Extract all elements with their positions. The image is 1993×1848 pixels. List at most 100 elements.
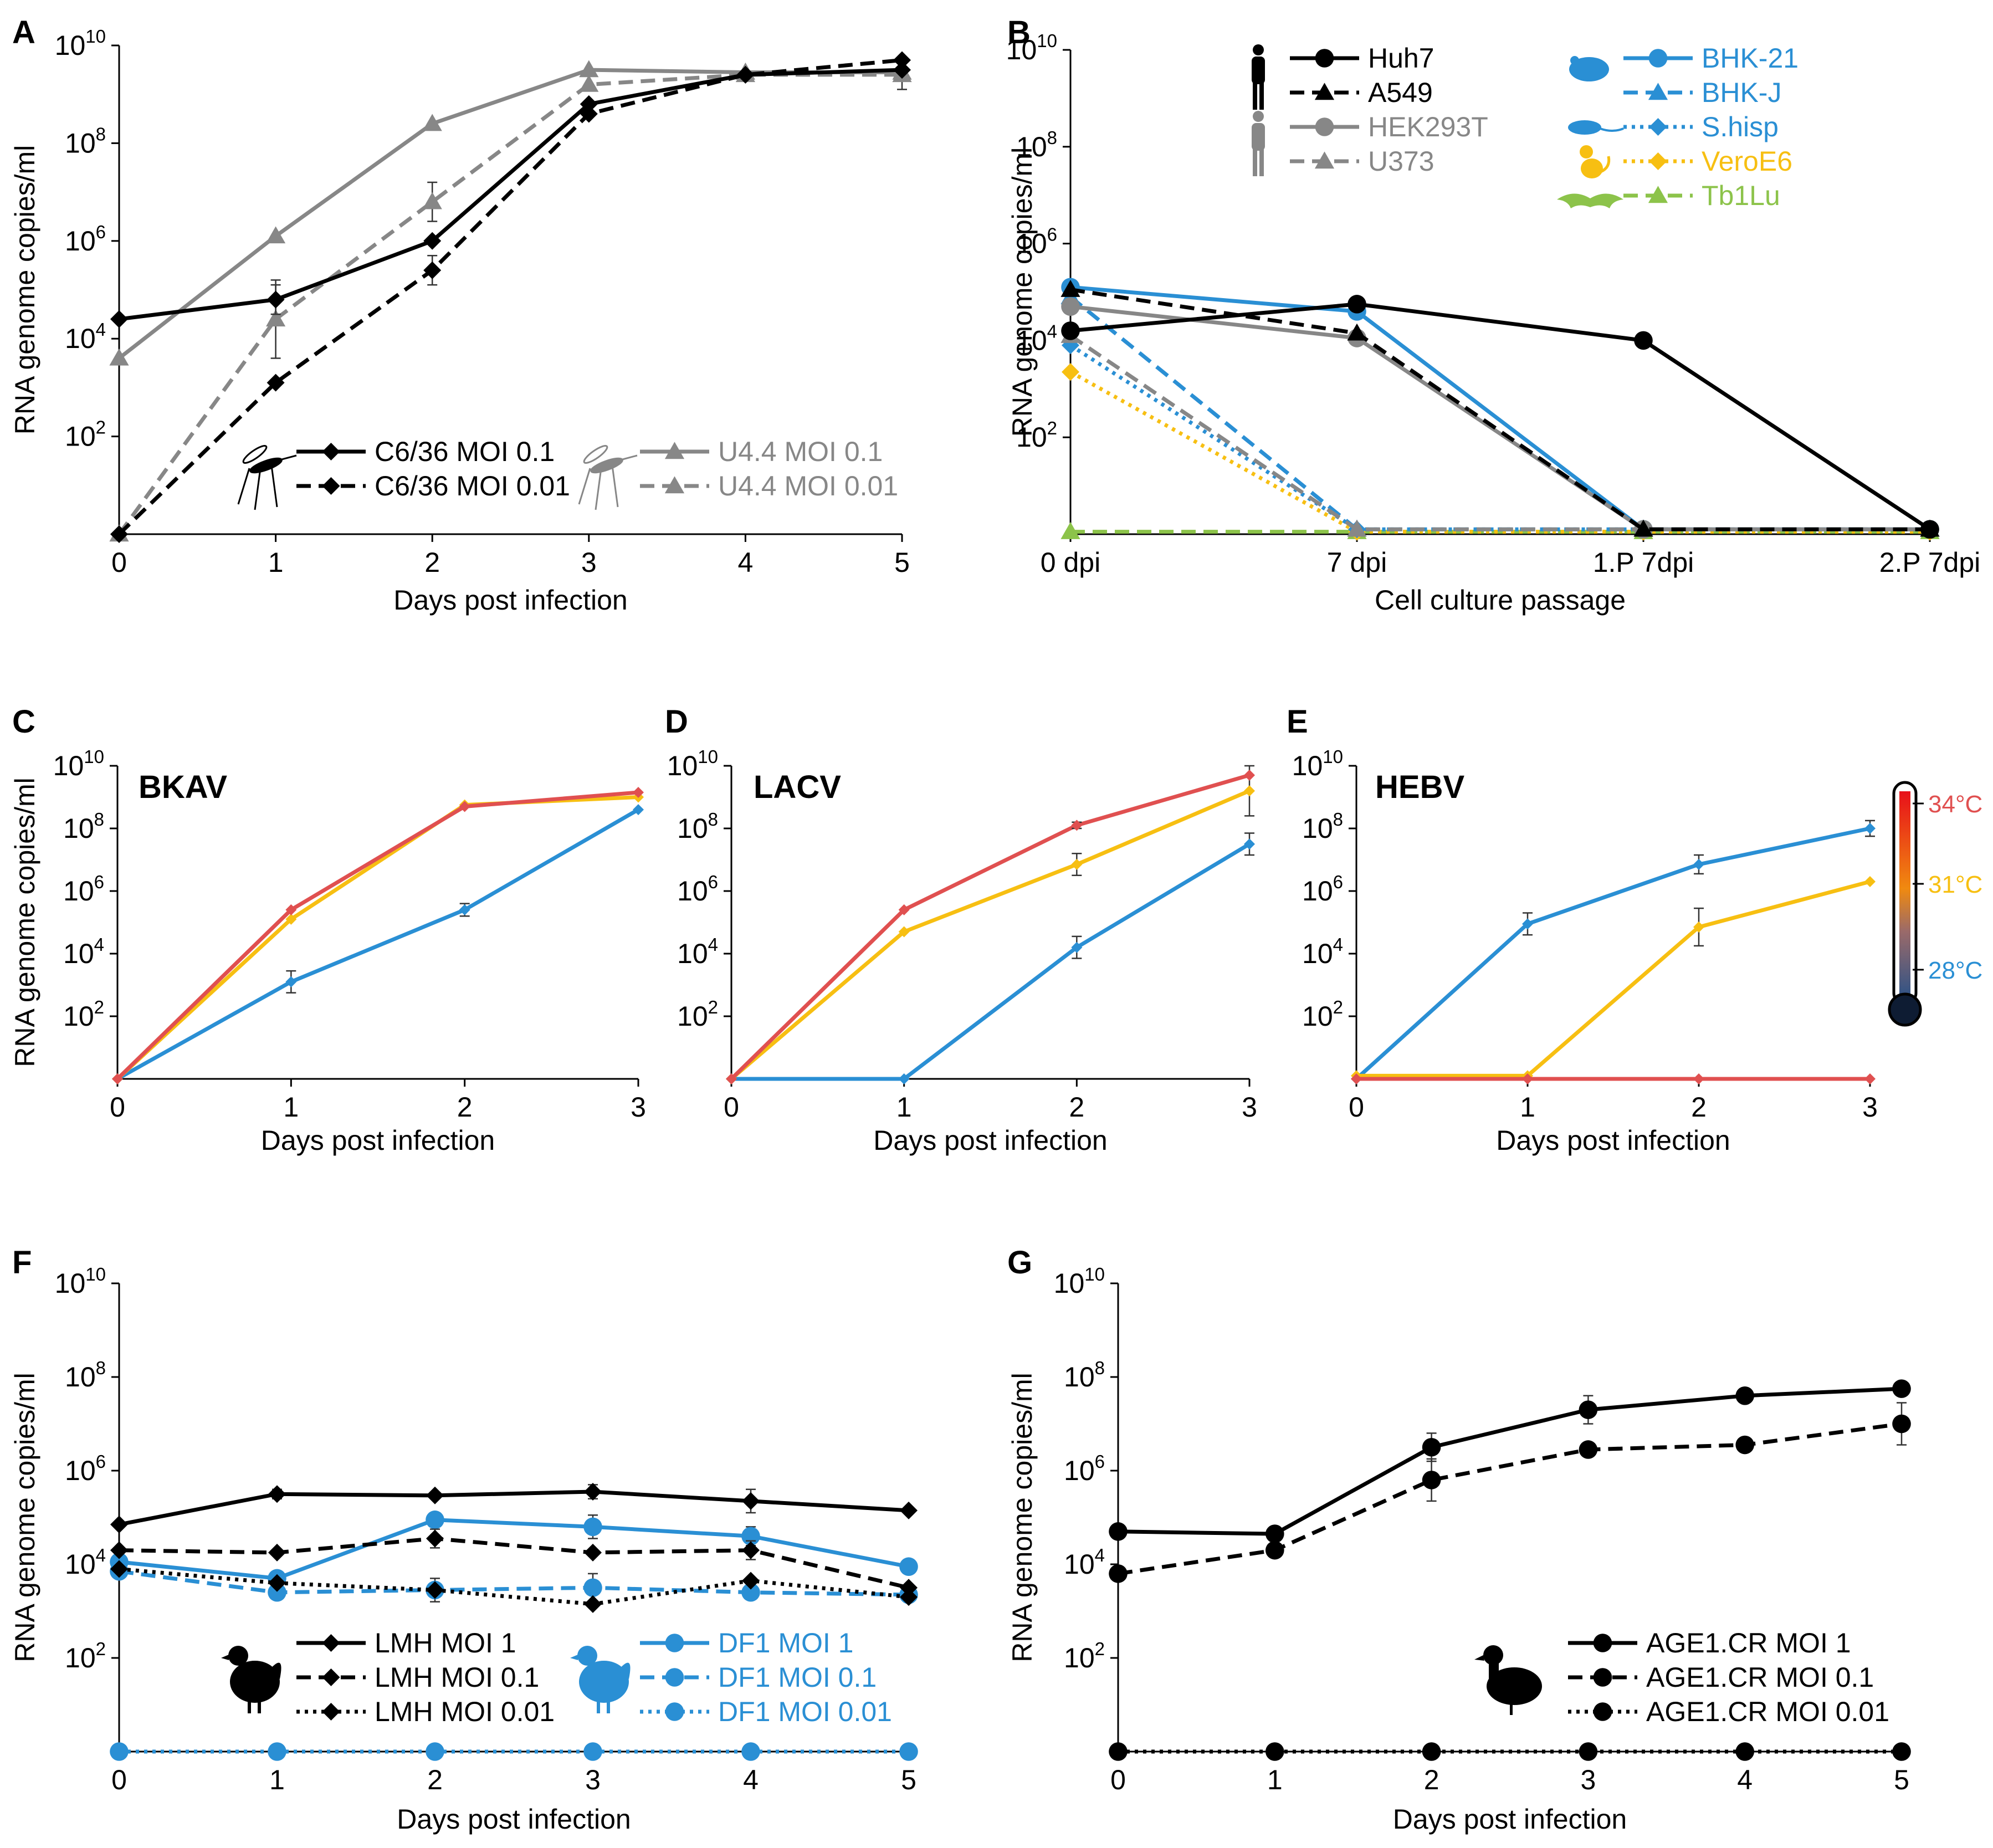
data-point <box>1109 1564 1128 1583</box>
panel-G: G 102 104 106 108 1010 0 1 2 3 4 5 Days post infecti… <box>1007 1245 1911 1835</box>
data-point <box>633 787 644 798</box>
data-point <box>1422 1471 1441 1489</box>
series-line <box>731 842 1251 1081</box>
legend-label: LMH MOI 1 <box>375 1627 516 1658</box>
data-point <box>110 1560 128 1578</box>
series-31-c <box>726 765 1255 1084</box>
y-tick-label: 1010 <box>667 746 718 781</box>
legend-label: U373 <box>1368 146 1434 177</box>
series-line <box>117 68 902 360</box>
legend-marker <box>322 1668 340 1686</box>
y-tick-label: 108 <box>63 809 104 844</box>
y-tick-label: 102 <box>1016 418 1057 453</box>
panel-E: E HEBV 102 104 106 108 1010 0 1 2 3 Days post infec… <box>1287 704 1878 1156</box>
data-point <box>1864 876 1876 888</box>
legend-label: BHK-21 <box>1702 43 1799 74</box>
data-point <box>1071 820 1083 831</box>
x-tick-label: 3 <box>585 1764 601 1795</box>
data-point <box>268 1583 286 1602</box>
series-28-c <box>726 832 1255 1084</box>
legend-label: BHK-J <box>1702 77 1781 108</box>
y-tick-label: 1010 <box>1006 30 1057 65</box>
data-point <box>1579 1742 1598 1761</box>
data-point <box>899 1742 918 1761</box>
series-lmh-moi-0-01 <box>110 1560 918 1613</box>
data-point <box>1061 297 1080 316</box>
series-line <box>1069 295 1930 531</box>
data-point <box>112 1073 123 1084</box>
legend-label: VeroE6 <box>1702 146 1792 177</box>
rodent-icon <box>1569 56 1609 81</box>
data-point <box>579 60 599 78</box>
data-point <box>583 1517 602 1537</box>
x-tick-label: 1 <box>283 1092 299 1123</box>
data-point <box>1579 1400 1598 1419</box>
legend-marker <box>322 443 340 460</box>
thermometer-icon: 34°C 31°C 28°C <box>1888 781 1982 1027</box>
x-tick-label: 3 <box>1242 1092 1257 1123</box>
bat-icon <box>1557 193 1623 208</box>
data-point <box>1109 1742 1128 1761</box>
data-point <box>1892 1742 1911 1761</box>
x-axis-label: Days post infection <box>261 1125 495 1156</box>
data-point <box>426 1742 444 1761</box>
y-tick-label: 1010 <box>55 1264 106 1299</box>
y-tick-label: 102 <box>63 997 104 1032</box>
data-point <box>1347 519 1367 537</box>
data-point <box>423 232 442 250</box>
legend-marker <box>1648 186 1668 203</box>
legend-marker <box>1648 83 1668 100</box>
series-line <box>116 808 639 1081</box>
legend-marker <box>322 1703 340 1721</box>
data-point <box>583 1742 602 1761</box>
data-point <box>459 904 470 915</box>
legend-label: Huh7 <box>1368 43 1434 74</box>
legend-marker <box>665 1668 684 1687</box>
data-point <box>110 1516 128 1534</box>
y-tick-label: 104 <box>677 934 718 969</box>
series-df1-moi-0-1 <box>110 1562 918 1604</box>
y-tick-label: 1010 <box>1292 746 1343 781</box>
x-tick-label: 2.P 7dpi <box>1879 547 1981 578</box>
x-tick-label: 0 <box>724 1092 739 1123</box>
legend-marker <box>1593 1668 1612 1687</box>
data-point <box>741 1583 760 1602</box>
panel-label: G <box>1007 1245 1032 1281</box>
data-point <box>742 1492 760 1510</box>
series-line <box>119 68 903 321</box>
data-point <box>266 309 286 327</box>
legend-label: C6/36 MOI 0.01 <box>375 470 570 501</box>
data-point <box>426 1529 444 1548</box>
data-point <box>900 1501 918 1519</box>
y-tick-label: 108 <box>1016 127 1057 162</box>
y-tick-label: 104 <box>1302 934 1343 969</box>
y-tick-label: 102 <box>1064 1639 1105 1673</box>
y-tick-label: 108 <box>65 1358 106 1393</box>
data-point <box>267 290 285 309</box>
legend-label: DF1 MOI 0.1 <box>718 1662 877 1693</box>
data-point <box>422 192 442 209</box>
series-28-c <box>1351 820 1876 1084</box>
data-point <box>1693 921 1704 933</box>
series-line <box>1070 302 1931 531</box>
x-axis-label: Days post infection <box>1393 1804 1627 1835</box>
chart-title: BKAV <box>139 769 227 805</box>
human-silhouette-icon <box>1252 44 1265 110</box>
legend-marker <box>665 1634 684 1652</box>
data-point <box>899 1557 918 1576</box>
series-veroe6 <box>1062 363 1939 541</box>
series-df1-moi-0-01 <box>110 1742 918 1761</box>
y-tick-label: 108 <box>677 809 718 844</box>
y-tick-label: 104 <box>63 934 104 969</box>
data-point <box>1892 1414 1911 1434</box>
panel-D: D LACV 102 104 106 108 1010 0 1 2 3 Days post infec… <box>665 704 1257 1156</box>
x-tick-label: 1 <box>896 1092 912 1123</box>
data-point <box>1062 363 1079 381</box>
panel-label: E <box>1287 704 1308 740</box>
panel-label: D <box>665 704 688 740</box>
y-tick-label: 102 <box>65 1639 106 1673</box>
x-tick-label: 0 <box>1110 1764 1126 1795</box>
x-tick-label: 3 <box>1580 1764 1596 1795</box>
